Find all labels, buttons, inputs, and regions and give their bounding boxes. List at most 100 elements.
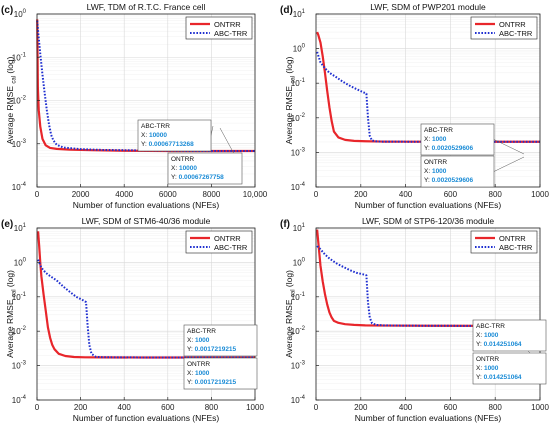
datatip-y: Y: 0.0017219215: [187, 346, 237, 353]
legend-label-ontrr: ONTRR: [214, 20, 241, 29]
chart-panel-0: 0 2000 4000 6000 8000 10,000 10-4 10-3 10-2 10-1 1…: [1, 2, 268, 210]
x-tick-label: 400: [399, 403, 413, 412]
y-tick-label: 10-3: [291, 147, 306, 157]
y-tick-label: 10-2: [291, 113, 306, 123]
panel-label: (c): [1, 5, 13, 16]
datatip-series: ONTRR: [424, 159, 447, 166]
x-tick-label: 200: [74, 403, 88, 412]
x-axis-label: Number of function evaluations (NFEs): [355, 413, 502, 423]
y-axis-label: Average RMSE cal (log): [5, 56, 18, 144]
y-tick-label: 10-4: [12, 395, 27, 405]
series-line-ontrr: [316, 31, 540, 143]
legend-box: [470, 230, 538, 254]
datatip-x: X: 1000: [424, 136, 447, 143]
x-tick-label: 6000: [159, 190, 177, 199]
datatip-y: Y: 0.0020529606: [424, 177, 474, 184]
datatip-y: Y: 0.00067267758: [171, 174, 224, 181]
datatip-y: Y: 0.0017219215: [187, 379, 237, 386]
y-tick-label: 10-3: [291, 361, 306, 371]
datatip-x: X: 1000: [476, 365, 499, 372]
y-tick-label: 101: [293, 223, 306, 233]
datatip-box: [137, 119, 212, 152]
series-line-abc-trr: [316, 245, 540, 327]
datatip-box: [183, 357, 258, 390]
x-tick-label: 200: [354, 403, 368, 412]
chart-title: LWF, SDM of STM6-40/36 module: [82, 216, 211, 226]
datatip-series: ONTRR: [187, 361, 210, 368]
datatip-series: ABC-TRR: [424, 127, 453, 134]
x-tick-label: 600: [444, 403, 458, 412]
legend-label-abc-trr: ABC-TRR: [499, 29, 533, 38]
x-tick-label: 0: [35, 190, 40, 199]
chart-panel-2: 0 200 400 600 800 1000 10-4 10-3 10-2 10-1 100 101(…: [1, 216, 264, 423]
x-tick-label: 2000: [72, 190, 90, 199]
x-tick-label: 800: [489, 403, 503, 412]
chart-title: LWF, TDM of R.T.C. France cell: [87, 2, 206, 12]
x-tick-label: 400: [399, 190, 413, 199]
x-tick-label: 8000: [203, 190, 221, 199]
chart-title: LWF, SDM of PWP201 module: [370, 2, 486, 12]
legend-box: [185, 230, 253, 254]
chart-title: LWF, SDM of STP6-120/36 module: [362, 216, 494, 226]
datatip-y: Y: 0.0020529606: [424, 145, 474, 152]
datatip-leader: [210, 125, 214, 136]
legend-label-ontrr: ONTRR: [499, 20, 526, 29]
series-line-abc-trr: [37, 259, 255, 359]
y-tick-label: 101: [293, 9, 306, 19]
x-tick-label: 800: [205, 403, 219, 412]
y-axis-label: Average RMSE cal (log): [284, 56, 297, 144]
axes-frame: [315, 227, 541, 401]
y-tick-label: 10-2: [12, 96, 27, 106]
legend-box: [470, 16, 538, 40]
y-tick-label: 10-4: [291, 182, 306, 192]
y-axis-label: Average RMSE cal (log): [5, 270, 18, 358]
y-tick-label: 10-4: [12, 182, 27, 192]
y-tick-label: 10-1: [291, 78, 306, 88]
datatip-series: ABC-TRR: [187, 328, 216, 335]
datatip-leader: [493, 156, 525, 172]
datatip-x: X: 1000: [476, 332, 499, 339]
datatip-y: Y: 0.014251064: [476, 374, 522, 381]
x-tick-label: 10,000: [243, 190, 268, 199]
x-tick-label: 400: [118, 403, 132, 412]
datatip-box: [420, 155, 495, 188]
axes-frame: [36, 227, 256, 401]
x-axis-label: Number of function evaluations (NFEs): [73, 413, 220, 423]
datatip-y: Y: 0.00067713268: [141, 141, 194, 148]
x-tick-label: 1000: [531, 190, 549, 199]
datatip-box: [472, 319, 547, 352]
legend-label-abc-trr: ABC-TRR: [214, 29, 248, 38]
x-tick-label: 0: [314, 190, 319, 199]
legend-box: [185, 16, 253, 40]
datatip-x: X: 1000: [187, 337, 210, 344]
legend-label-ontrr: ONTRR: [499, 234, 526, 243]
x-axis-label: Number of function evaluations (NFEs): [73, 200, 220, 210]
datatip-x: X: 1000: [187, 370, 210, 377]
x-axis-label: Number of function evaluations (NFEs): [355, 200, 502, 210]
y-tick-label: 10-1: [12, 292, 27, 302]
y-tick-label: 10-3: [12, 139, 27, 149]
panel-label: (e): [1, 219, 13, 230]
chart-panel-1: 0 200 400 600 800 1000 10-4 10-3 10-2 10-1 100 101(…: [280, 2, 549, 210]
datatip-box: [183, 324, 258, 357]
datatip-series: ONTRR: [171, 156, 194, 163]
y-tick-label: 100: [14, 9, 27, 19]
legend-label-ontrr: ONTRR: [214, 234, 241, 243]
legend-label-abc-trr: ABC-TRR: [499, 243, 533, 252]
datatip-series: ABC-TRR: [476, 323, 505, 330]
datatip-series: ONTRR: [476, 356, 499, 363]
datatip-box: [420, 123, 495, 156]
datatip-x: X: 10000: [141, 132, 167, 139]
datatip-x: X: 10000: [171, 165, 197, 172]
x-tick-label: 200: [354, 190, 368, 199]
x-tick-label: 1000: [531, 403, 549, 412]
datatip-y: Y: 0.014251064: [476, 341, 522, 348]
y-axis-label: Average RMSE cal (log): [284, 270, 297, 358]
y-tick-label: 100: [293, 44, 306, 54]
panel-label: (d): [280, 5, 293, 16]
y-tick-label: 10-1: [291, 292, 306, 302]
datatip-x: X: 1000: [424, 168, 447, 175]
y-tick-label: 10-3: [12, 361, 27, 371]
datatip-leader: [493, 139, 525, 155]
